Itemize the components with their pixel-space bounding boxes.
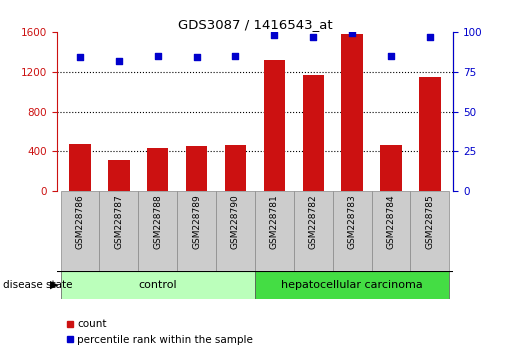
Text: GSM228789: GSM228789 [192, 194, 201, 249]
Text: GSM228782: GSM228782 [308, 194, 318, 249]
Bar [177, 191, 216, 271]
Bar [294, 191, 333, 271]
Point [76, 55, 84, 60]
Bar [61, 271, 255, 299]
Bar [380, 145, 402, 191]
Bar [186, 146, 208, 191]
Title: GDS3087 / 1416543_at: GDS3087 / 1416543_at [178, 18, 332, 31]
Text: GSM228785: GSM228785 [425, 194, 434, 249]
Point [309, 34, 317, 40]
Bar [61, 191, 99, 271]
Bar [147, 148, 168, 191]
Point [193, 55, 201, 60]
Point [348, 30, 356, 36]
Text: ▶: ▶ [50, 280, 59, 290]
Text: GSM228787: GSM228787 [114, 194, 124, 249]
Bar [255, 271, 449, 299]
Text: GSM228781: GSM228781 [270, 194, 279, 249]
Bar [99, 191, 139, 271]
Text: disease state: disease state [3, 280, 72, 290]
Text: hepatocellular carcinoma: hepatocellular carcinoma [281, 280, 423, 290]
Text: control: control [139, 280, 177, 290]
Bar [216, 191, 255, 271]
Text: GSM228783: GSM228783 [348, 194, 356, 249]
Bar [70, 144, 91, 191]
Bar [139, 191, 177, 271]
Bar [410, 191, 449, 271]
Point [387, 53, 395, 58]
Text: GSM228788: GSM228788 [153, 194, 162, 249]
Bar [333, 191, 371, 271]
Point [270, 32, 279, 38]
Point [153, 53, 162, 58]
Point [426, 34, 434, 40]
Legend: count, percentile rank within the sample: count, percentile rank within the sample [62, 315, 258, 349]
Bar [341, 34, 363, 191]
Point [231, 53, 239, 58]
Bar [255, 191, 294, 271]
Bar [371, 191, 410, 271]
Bar [264, 60, 285, 191]
Point [115, 58, 123, 63]
Text: GSM228786: GSM228786 [76, 194, 84, 249]
Bar [302, 75, 324, 191]
Text: GSM228790: GSM228790 [231, 194, 240, 249]
Bar [419, 77, 440, 191]
Bar [108, 160, 130, 191]
Text: GSM228784: GSM228784 [386, 194, 396, 249]
Bar [225, 145, 246, 191]
